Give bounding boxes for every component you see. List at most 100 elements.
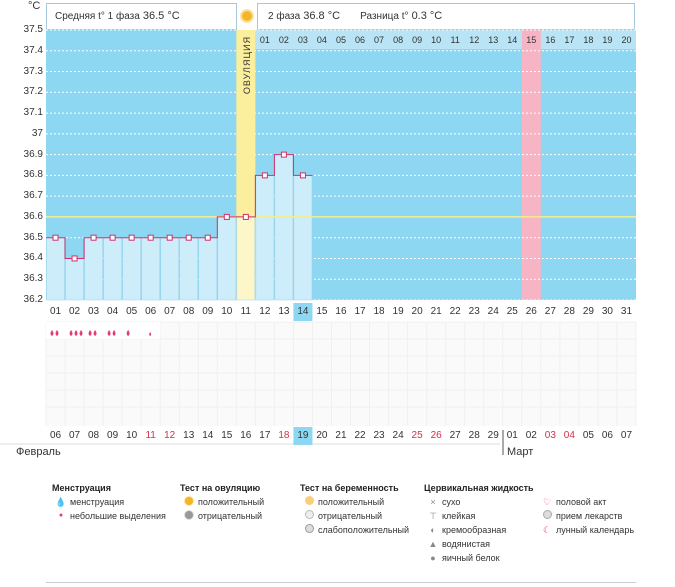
cycle-day-label[interactable]: 14 xyxy=(297,306,309,317)
calendar-date[interactable]: 07 xyxy=(620,430,633,441)
calendar-date[interactable]: 13 xyxy=(183,430,195,441)
cycle-day-label[interactable]: 25 xyxy=(506,306,518,317)
calendar-date[interactable]: 23 xyxy=(373,430,385,441)
legend-item: положительный xyxy=(318,497,385,507)
calendar-date[interactable]: 10 xyxy=(126,430,138,441)
cycle-day-label[interactable]: 19 xyxy=(392,306,404,317)
small-drop-icon: ● xyxy=(58,512,64,519)
calendar-date[interactable]: 21 xyxy=(335,430,347,441)
calendar-date[interactable]: 22 xyxy=(354,430,366,441)
cycle-day-label[interactable]: 27 xyxy=(544,306,556,317)
temperature-point xyxy=(71,255,78,262)
cycle-day-label[interactable]: 18 xyxy=(373,306,385,317)
legend-item: яичный белок xyxy=(442,553,500,563)
menstruation-drop-icon xyxy=(55,330,59,336)
today-marker xyxy=(293,303,313,321)
cycle-day-label[interactable]: 28 xyxy=(563,306,575,317)
calendar-date[interactable]: 05 xyxy=(582,430,594,441)
moon-icon: ☾ xyxy=(542,525,552,535)
calendar-date[interactable]: 08 xyxy=(88,430,100,441)
cycle-day-label[interactable]: 06 xyxy=(145,306,157,317)
cycle-day-label[interactable]: 11 xyxy=(240,306,251,317)
menstruation-row-bg xyxy=(46,322,161,339)
calendar-date[interactable]: 18 xyxy=(278,430,290,441)
diff-label: Разница t° xyxy=(360,11,409,22)
phase1-label: Средняя t° 1 фаза xyxy=(55,11,140,22)
cycle-day-label[interactable]: 03 xyxy=(88,306,100,317)
temperature-bar xyxy=(217,216,237,301)
temperature-point xyxy=(147,234,154,241)
cycle-day-label[interactable]: 16 xyxy=(335,306,347,317)
legend-item: положительный xyxy=(198,497,265,507)
calendar-date[interactable]: 15 xyxy=(221,430,233,441)
calendar-date[interactable]: 11 xyxy=(145,430,156,441)
calendar-date[interactable]: 14 xyxy=(202,430,214,441)
phase2-day-label: 03 xyxy=(297,35,308,45)
cycle-day-label[interactable]: 23 xyxy=(468,306,480,317)
cycle-day-label[interactable]: 20 xyxy=(411,306,423,317)
dry-icon: × xyxy=(430,497,436,507)
menstruation-drop-icon xyxy=(50,330,54,336)
legend-item: половой акт xyxy=(556,497,607,507)
cycle-day-label[interactable]: 21 xyxy=(430,306,442,317)
y-tick-label: 36.8 xyxy=(23,169,43,181)
phase2-day-label: 02 xyxy=(278,35,289,45)
cycle-day-label[interactable]: 26 xyxy=(525,306,537,317)
temperature-point xyxy=(242,213,249,220)
y-tick-label: 37.3 xyxy=(23,65,43,77)
calendar-date[interactable]: 28 xyxy=(468,430,480,441)
cycle-day-label[interactable]: 07 xyxy=(164,306,176,317)
positive-circle-icon xyxy=(180,495,198,509)
cycle-day-label[interactable]: 30 xyxy=(601,306,613,317)
calendar-date[interactable]: 29 xyxy=(487,430,499,441)
calendar-date[interactable]: 02 xyxy=(525,430,537,441)
cycle-day-label[interactable]: 05 xyxy=(126,306,138,317)
calendar-date[interactable]: 03 xyxy=(544,430,556,441)
calendar-date[interactable]: 16 xyxy=(240,430,252,441)
cycle-day-label[interactable]: 01 xyxy=(49,306,62,317)
temperature-point xyxy=(166,234,173,241)
y-tick-label: 36.6 xyxy=(23,210,43,222)
cycle-day-label[interactable]: 09 xyxy=(202,306,214,317)
cycle-day-label[interactable]: 10 xyxy=(221,306,233,317)
menstruation-drop-icon xyxy=(107,330,111,336)
menstruation-drop-icon xyxy=(93,330,97,336)
calendar-date[interactable]: 09 xyxy=(107,430,119,441)
calendar-date[interactable]: 24 xyxy=(392,430,404,441)
temperature-point xyxy=(128,234,135,241)
cycle-day-label[interactable]: 22 xyxy=(449,306,461,317)
calendar-date[interactable]: 20 xyxy=(316,430,328,441)
cycle-day-label[interactable]: 24 xyxy=(487,306,499,317)
cycle-day-label[interactable]: 29 xyxy=(582,306,594,317)
calendar-date[interactable]: 17 xyxy=(259,430,271,441)
phase2-day-label: 04 xyxy=(316,35,327,45)
calendar-date[interactable]: 01 xyxy=(506,430,518,441)
calendar-date[interactable]: 06 xyxy=(49,430,62,441)
calendar-date[interactable]: 19 xyxy=(297,430,309,441)
cycle-day-label[interactable]: 15 xyxy=(316,306,328,317)
temperature-point xyxy=(299,172,306,179)
calendar-date[interactable]: 25 xyxy=(411,430,423,441)
cycle-day-label[interactable]: 12 xyxy=(259,306,271,317)
legend-title: Цервикальная жидкость xyxy=(424,483,534,493)
legend-item: слабоположительный xyxy=(318,525,410,535)
cycle-day-label[interactable]: 17 xyxy=(354,306,366,317)
temperature-point xyxy=(109,234,116,241)
cycle-day-label[interactable]: 04 xyxy=(107,306,119,317)
calendar-date[interactable]: 06 xyxy=(601,430,613,441)
calendar-date[interactable]: 04 xyxy=(563,430,575,441)
cycle-day-label[interactable]: 31 xyxy=(620,306,633,317)
calendar-date[interactable]: 27 xyxy=(449,430,461,441)
cycle-day-label[interactable]: 02 xyxy=(68,306,81,317)
cycle-day-label[interactable]: 08 xyxy=(183,306,195,317)
calendar-date[interactable]: 12 xyxy=(164,430,176,441)
calendar-date[interactable]: 07 xyxy=(68,430,81,441)
negative-circle-icon xyxy=(180,509,198,523)
menstruation-drop-icon xyxy=(69,330,73,336)
legend-item: клейкая xyxy=(442,511,476,521)
pill-icon xyxy=(538,509,556,523)
calendar-date[interactable]: 26 xyxy=(430,430,442,441)
y-tick-label: 37.2 xyxy=(23,86,43,98)
cycle-day-label[interactable]: 13 xyxy=(278,306,290,317)
legend-ovulation-test: Тест на овуляцию положительный отрицател… xyxy=(180,481,264,523)
